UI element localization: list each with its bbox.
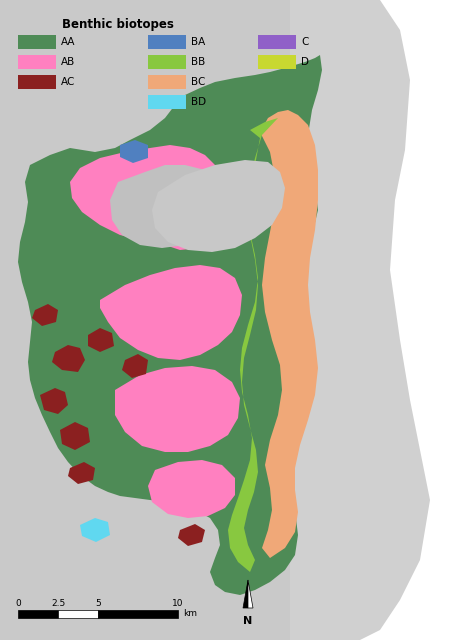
Text: 5: 5 bbox=[95, 599, 101, 608]
Text: D: D bbox=[301, 57, 309, 67]
Polygon shape bbox=[290, 0, 430, 640]
Polygon shape bbox=[115, 366, 240, 452]
Polygon shape bbox=[40, 388, 68, 414]
Text: Benthic biotopes: Benthic biotopes bbox=[62, 18, 174, 31]
Polygon shape bbox=[310, 0, 474, 640]
Polygon shape bbox=[122, 354, 148, 378]
Bar bbox=[148, 55, 186, 69]
Polygon shape bbox=[110, 165, 222, 248]
Polygon shape bbox=[80, 518, 110, 542]
Polygon shape bbox=[68, 462, 95, 484]
Polygon shape bbox=[100, 265, 242, 360]
Polygon shape bbox=[32, 304, 58, 326]
Bar bbox=[258, 35, 296, 49]
Bar bbox=[18, 55, 56, 69]
Bar bbox=[148, 35, 186, 49]
Bar bbox=[148, 75, 186, 89]
Bar bbox=[58, 610, 98, 618]
Polygon shape bbox=[178, 524, 205, 546]
Text: C: C bbox=[301, 37, 309, 47]
Polygon shape bbox=[88, 328, 114, 352]
Bar bbox=[18, 610, 58, 618]
Polygon shape bbox=[243, 580, 248, 608]
Text: BB: BB bbox=[191, 57, 205, 67]
Polygon shape bbox=[70, 145, 220, 242]
Polygon shape bbox=[228, 118, 278, 572]
Polygon shape bbox=[152, 160, 285, 252]
Bar bbox=[18, 35, 56, 49]
Text: km: km bbox=[183, 609, 197, 618]
Bar bbox=[98, 610, 178, 618]
Text: BC: BC bbox=[191, 77, 205, 87]
Polygon shape bbox=[148, 460, 235, 518]
Polygon shape bbox=[152, 192, 232, 250]
Text: 2.5: 2.5 bbox=[51, 599, 65, 608]
Text: AB: AB bbox=[61, 57, 75, 67]
Polygon shape bbox=[60, 422, 90, 450]
Polygon shape bbox=[120, 140, 148, 163]
Bar bbox=[148, 95, 186, 109]
Text: BA: BA bbox=[191, 37, 205, 47]
Polygon shape bbox=[52, 345, 85, 372]
Text: 0: 0 bbox=[15, 599, 21, 608]
Polygon shape bbox=[260, 110, 318, 558]
Text: AA: AA bbox=[61, 37, 75, 47]
Polygon shape bbox=[18, 55, 322, 595]
Bar bbox=[258, 55, 296, 69]
Text: 10: 10 bbox=[172, 599, 184, 608]
Text: AC: AC bbox=[61, 77, 75, 87]
Bar bbox=[18, 75, 56, 89]
Text: BD: BD bbox=[191, 97, 206, 107]
Polygon shape bbox=[248, 580, 253, 608]
Text: N: N bbox=[243, 616, 253, 626]
